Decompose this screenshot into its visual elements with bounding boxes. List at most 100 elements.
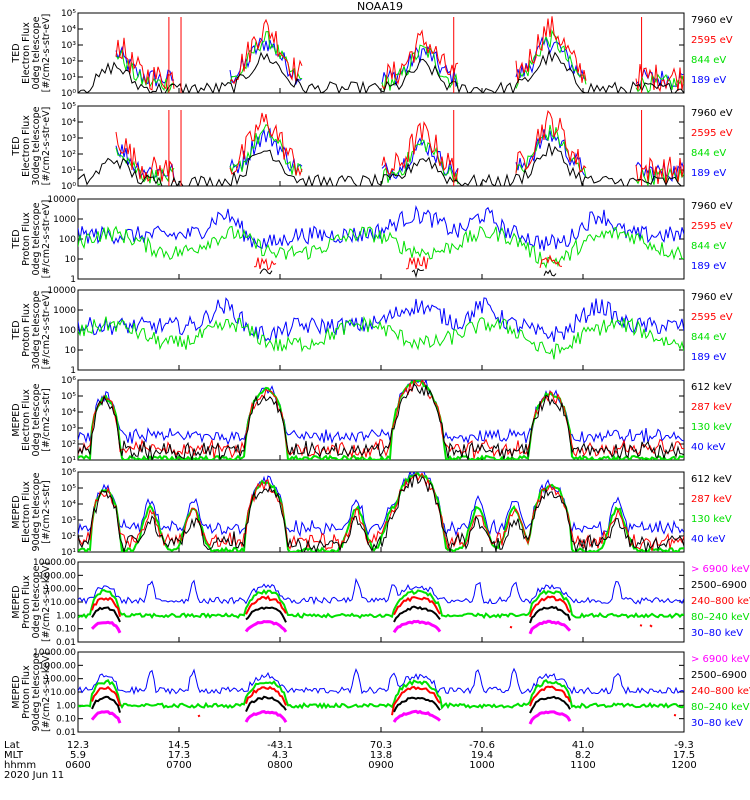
- y-tick-label: 10²: [61, 440, 76, 450]
- series-gt-6900-kev: [90, 709, 572, 725]
- y-tick-label: 10⁶: [61, 468, 76, 478]
- series-group: [78, 667, 684, 725]
- y-axis-title: TEDElectron Flux0deg telescope[#/cm2-s-s…: [11, 14, 52, 93]
- y-tick-label: 100: [59, 326, 76, 336]
- y-axis-title-line: [#/cm2-s-str-eV]: [41, 200, 52, 279]
- x-tick-lat: -9.3: [674, 740, 694, 751]
- y-axis-title-line: TED: [11, 43, 22, 63]
- legend-entry: 80–240 keV: [691, 612, 750, 623]
- legend-entry: 7960 eV: [691, 201, 733, 212]
- series-130-kev: [78, 472, 684, 552]
- series-189-ev: [115, 127, 684, 183]
- series-group: [78, 204, 684, 279]
- y-tick-label: 10⁴: [61, 500, 76, 510]
- series-2595-ev: [405, 256, 429, 270]
- x-tick-lat: 41.0: [572, 740, 594, 751]
- series-7960-ev: [78, 142, 684, 186]
- y-axis-title-line: Electron Flux: [21, 481, 32, 543]
- y-axis-title: MEPEDProton Flux90deg telescope[#/cm2-s-…: [11, 652, 52, 732]
- y-tick-label: 10⁴: [61, 118, 76, 128]
- x-tick-mlt: 17.3: [168, 750, 190, 761]
- y-tick-label: 10000.00: [33, 648, 76, 658]
- y-axis-title-line: Proton Flux: [21, 575, 32, 629]
- y-axis-title: MEPEDElectron Flux0deg telescope[#/cm2-s…: [11, 383, 52, 456]
- x-tick-lat: -43.1: [267, 740, 293, 751]
- y-tick-label: 10⁰: [61, 89, 76, 99]
- x-row-label: Lat: [4, 740, 20, 751]
- y-tick-label: 10³: [61, 41, 76, 51]
- y-axis-title: MEPEDProton Flux0deg telescope[#/cm2-s-s…: [11, 562, 52, 642]
- legend-entry: 2595 eV: [691, 221, 733, 232]
- legend-entry: 287 keV: [691, 494, 732, 505]
- y-tick-label: 10: [65, 346, 77, 356]
- y-tick-label: 10²: [61, 57, 76, 67]
- series-189-ev: [115, 36, 684, 89]
- legend-entry: 612 keV: [691, 474, 732, 485]
- series-group: [78, 577, 684, 635]
- y-axis-title-line: 30deg telescope: [31, 106, 42, 185]
- x-tick-time: 0800: [267, 760, 292, 771]
- y-tick-label: 1000: [53, 306, 76, 316]
- panel-7: 0.010.101.0010.00100.001000.0010000.00ME…: [11, 558, 750, 648]
- x-tick-time: 0900: [368, 760, 393, 771]
- y-tick-label: 1.00: [56, 611, 76, 621]
- series-844-ev: [115, 29, 684, 93]
- series-30-80-kev: [78, 577, 684, 605]
- series-30-80-kev: [78, 667, 684, 696]
- y-tick-label: 10000: [47, 286, 76, 296]
- series-80-240-kev: [78, 588, 684, 620]
- y-tick-label: 0.01: [56, 638, 76, 648]
- y-axis-title: MEPEDElectron Flux90deg telescope[#/cm2-…: [11, 472, 52, 551]
- y-tick-label: 10.00: [50, 688, 76, 698]
- y-tick-label: 0.01: [56, 728, 76, 738]
- series-40-kev: [78, 472, 684, 538]
- x-tick-lat: 14.5: [168, 740, 190, 751]
- legend-entry: 80–240 keV: [691, 702, 750, 713]
- y-axis-title-line: 30deg telescope: [31, 290, 42, 369]
- y-axis-title-line: Electron Flux: [21, 115, 32, 177]
- y-axis-title-line: 0deg telescope: [31, 383, 42, 456]
- y-axis-title-line: 0deg telescope: [31, 565, 42, 638]
- x-tick-lat: 12.3: [67, 740, 89, 751]
- y-axis-title-line: [#/cm2-s-sr-keV]: [41, 562, 52, 642]
- y-tick-label: 10000: [47, 195, 76, 205]
- x-tick-mlt: 5.9: [70, 750, 86, 761]
- series-group: [78, 380, 684, 460]
- y-tick-label: 10⁵: [61, 484, 76, 494]
- series-2595-ev: [115, 109, 684, 184]
- y-axis-title-line: MEPED: [11, 585, 22, 618]
- y-tick-label: 1000: [53, 215, 76, 225]
- y-tick-label: 10000.00: [33, 558, 76, 568]
- x-tick-time: 1100: [570, 760, 595, 771]
- legend-entry: 7960 eV: [691, 108, 733, 119]
- legend-entry: 2500–6900: [691, 670, 747, 681]
- y-axis-title-line: Proton Flux: [21, 303, 32, 357]
- y-axis-title-line: Electron Flux: [21, 22, 32, 84]
- legend-entry: 189 eV: [691, 75, 726, 86]
- x-tick-time: 1000: [469, 760, 494, 771]
- series-40-kev: [78, 380, 684, 446]
- legend-entry: 130 keV: [691, 514, 732, 525]
- y-tick-label: 1000.00: [39, 661, 76, 671]
- y-tick-label: 1000.00: [39, 571, 76, 581]
- series-group: [78, 472, 684, 552]
- y-axis-title-line: [#/cm2-s-str]: [41, 388, 52, 451]
- legend-entry: 7960 eV: [691, 292, 733, 303]
- y-axis-title-line: TED: [11, 136, 22, 156]
- series-group: [78, 16, 684, 93]
- series-group: [78, 109, 684, 186]
- series-2595-ev: [539, 254, 563, 269]
- y-axis-title-line: MEPED: [11, 403, 22, 436]
- y-axis-title-line: TED: [11, 320, 22, 340]
- x-tick-mlt: 8.2: [575, 750, 591, 761]
- y-tick-label: 10.00: [50, 598, 76, 608]
- y-axis-title-line: [#/cm2-s-sr-keV]: [41, 652, 52, 732]
- legend-entry: 40 keV: [691, 534, 725, 545]
- y-axis-title-line: 90deg telescope: [31, 652, 42, 731]
- y-axis-title-line: TED: [11, 229, 22, 249]
- series-7960-ev: [543, 269, 557, 277]
- legend-entry: 7960 eV: [691, 15, 733, 26]
- panel-5: 10¹ 10² 10³ 10⁴ 10⁵ 10⁶ MEPEDElectron Flux0deg…: [11, 376, 732, 466]
